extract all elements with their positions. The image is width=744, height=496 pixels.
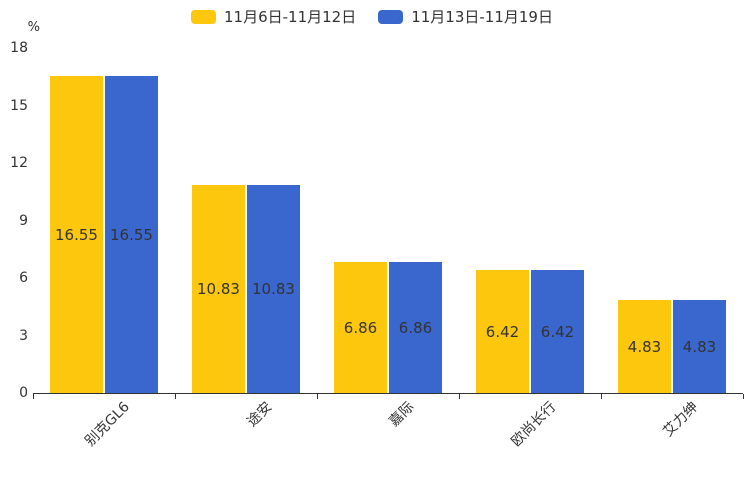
y-tick-label: 15 <box>10 97 28 114</box>
bar-欧尚长行-series-1 <box>476 270 529 393</box>
x-tick-mark <box>33 394 34 399</box>
legend: 11月6日-11月12日 11月13日-11月19日 <box>0 8 744 26</box>
bar-value-label: 6.42 <box>540 322 575 341</box>
bar-嘉际-series-2 <box>389 262 442 393</box>
bar-途安-series-2 <box>247 185 300 393</box>
bar-value-label: 10.83 <box>197 280 240 298</box>
y-axis-unit-label: % <box>27 20 40 35</box>
bar-艾力绅-series-1 <box>618 300 671 393</box>
y-tick-label: 0 <box>19 385 28 401</box>
x-category-label-3: 嘉际 <box>386 399 418 431</box>
bar-value-label: 16.55 <box>110 225 153 244</box>
legend-label: 11月13日-11月19日 <box>411 8 553 26</box>
bar-别克GL6-series-2 <box>105 76 158 393</box>
y-tick-label: 9 <box>19 212 28 229</box>
x-category-label-2: 途安 <box>244 399 276 431</box>
y-tick-label: 18 <box>10 40 28 56</box>
legend-label: 11月6日-11月12日 <box>224 8 357 26</box>
bar-value-label: 16.55 <box>55 225 98 244</box>
bar-value-label: 4.83 <box>627 337 662 356</box>
x-category-label-5: 艾力绅 <box>660 399 702 441</box>
bar-value-label: 6.86 <box>343 318 378 337</box>
bar-别克GL6-series-1 <box>50 76 103 393</box>
x-category-label-4: 欧尚长行 <box>508 399 560 450</box>
x-tick-mark <box>175 394 176 399</box>
bar-艾力绅-series-2 <box>673 300 726 393</box>
bar-value-label: 6.42 <box>485 322 520 341</box>
y-tick-label: 6 <box>19 270 28 286</box>
x-tick-mark <box>317 394 318 399</box>
bar-value-label: 4.83 <box>682 337 717 356</box>
x-tick-mark <box>601 394 602 399</box>
x-tick-mark <box>459 394 460 399</box>
legend-swatch-icon <box>378 10 404 24</box>
legend-item-series-1[interactable]: 11月6日-11月12日 <box>191 8 356 26</box>
bar-value-label: 10.83 <box>252 280 295 298</box>
legend-item-series-2[interactable]: 11月13日-11月19日 <box>378 8 553 26</box>
x-axis-line <box>33 393 743 394</box>
x-category-label-1: 别克GL6 <box>82 399 134 450</box>
y-tick-label: 3 <box>19 327 28 344</box>
bar-途安-series-1 <box>192 185 245 393</box>
legend-swatch-icon <box>191 10 216 24</box>
bar-欧尚长行-series-2 <box>531 270 584 393</box>
bar-嘉际-series-1 <box>334 262 387 393</box>
y-tick-label: 12 <box>10 155 28 171</box>
bar-value-label: 6.86 <box>398 318 433 337</box>
